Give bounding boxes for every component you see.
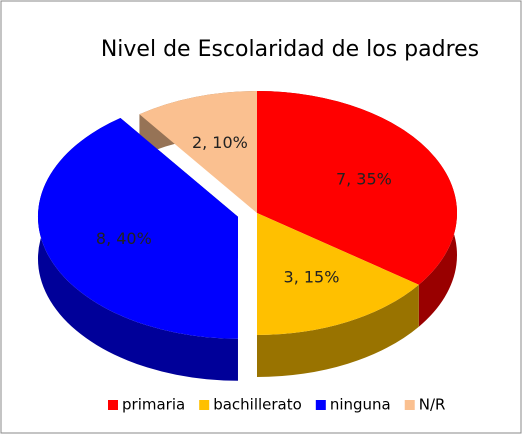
data-label: 8, 40% <box>96 229 152 248</box>
slice-side <box>257 284 419 377</box>
chart-title: Nivel de Escolaridad de los padres <box>101 37 479 62</box>
data-label: 2, 10% <box>192 133 248 152</box>
slice-side <box>37 118 238 381</box>
legend-swatch <box>315 400 326 410</box>
slice <box>257 91 457 285</box>
slice <box>139 91 257 213</box>
slice <box>257 213 419 335</box>
legend-swatch <box>199 400 210 410</box>
legend-label: primaria <box>122 396 185 414</box>
legend-label: ninguna <box>330 396 391 414</box>
legend-label: N/R <box>419 396 446 414</box>
legend-swatch <box>404 400 415 410</box>
slice <box>37 118 238 339</box>
data-label: 3, 15% <box>284 268 340 287</box>
legend-swatch <box>108 400 118 410</box>
data-label: 7, 35% <box>336 169 392 188</box>
legend-label: bachillerato <box>213 396 302 414</box>
